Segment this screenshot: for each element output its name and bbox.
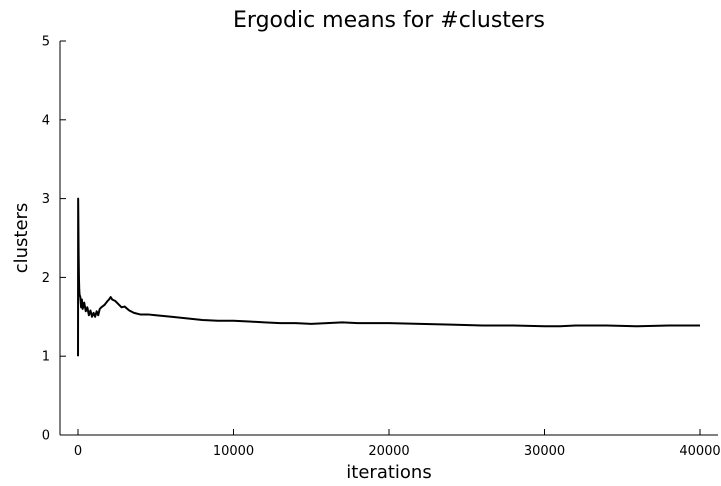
- x-tick-label: 20000: [368, 444, 409, 459]
- x-tick-label: 10000: [213, 444, 254, 459]
- x-axis-label: iterations: [346, 462, 431, 483]
- y-axis-label: clusters: [11, 203, 32, 274]
- chart-title: Ergodic means for #clusters: [233, 8, 545, 33]
- series-layer: [77, 197, 700, 357]
- y-tick-label: 0: [42, 429, 50, 444]
- y-tick-label: 4: [42, 113, 50, 128]
- x-tick-label: 0: [74, 444, 82, 459]
- y-tick-label: 1: [42, 350, 50, 365]
- series-line: [77, 197, 700, 357]
- x-ticks: 0 10000 20000 30000 40000: [74, 429, 721, 459]
- x-tick-label: 30000: [524, 444, 565, 459]
- x-tick-label: 40000: [679, 444, 720, 459]
- y-tick-label: 5: [42, 35, 50, 50]
- y-tick-label: 3: [42, 192, 50, 207]
- y-tick-label: 2: [42, 271, 50, 286]
- axes: [59, 41, 718, 436]
- y-ticks: 0 1 2 3 4 5: [42, 35, 66, 444]
